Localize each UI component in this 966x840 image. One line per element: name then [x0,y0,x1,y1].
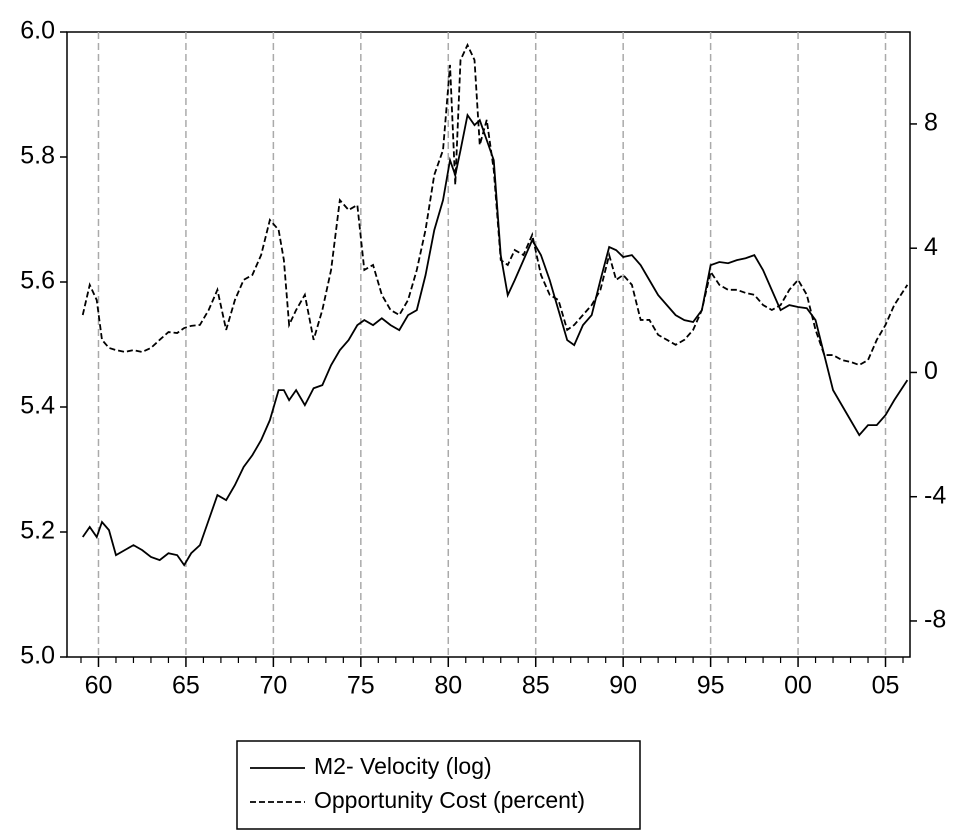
plot-frame [66,31,911,658]
series-line [82,112,909,567]
x-tick-label: 85 [522,672,550,700]
x-tick-label: 05 [872,672,900,700]
y2-tick-label: 4 [924,233,938,261]
x-tick-label: 95 [697,672,725,700]
x-tick-label: 75 [347,672,375,700]
legend-box [236,740,641,830]
y-tick-label: 5.4 [20,392,55,420]
x-tick-label: 00 [784,672,812,700]
legend-label: M2- Velocity (log) [314,753,492,779]
legend-label: Opportunity Cost (percent) [314,787,585,813]
x-tick-label: 60 [85,672,113,700]
y-tick-label: 5.0 [20,642,55,670]
x-tick-label: 70 [259,672,287,700]
y-tick-label: 5.2 [20,517,55,545]
y2-tick-label: -8 [924,606,946,634]
x-tick-label: 80 [434,672,462,700]
y2-tick-label: -4 [924,481,946,509]
series-line [81,42,909,366]
x-tick-label: 90 [609,672,637,700]
y-tick-label: 5.8 [20,142,55,170]
y2-tick-label: 8 [924,109,938,137]
y-tick-label: 6.0 [20,17,55,45]
y-tick-label: 5.6 [20,267,55,295]
x-tick-label: 65 [172,672,200,700]
y2-tick-label: 0 [924,357,938,385]
